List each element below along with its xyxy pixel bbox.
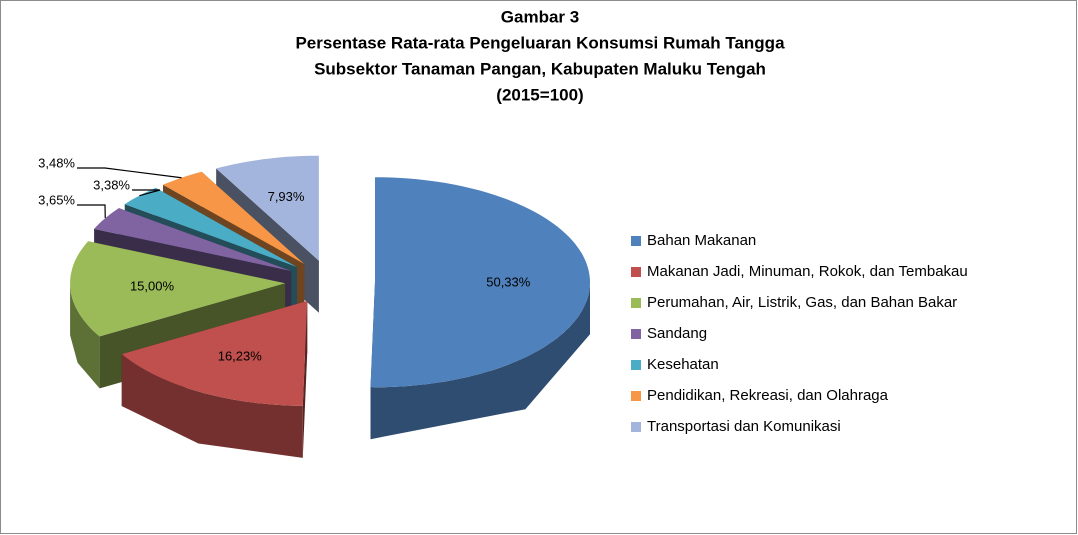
legend-swatch (631, 267, 641, 277)
legend-swatch (631, 422, 641, 432)
slice (124, 187, 298, 268)
data-label: 3,38% (93, 177, 130, 192)
slice-rim (121, 354, 303, 458)
slice (163, 171, 305, 264)
data-label: 50,33% (486, 274, 531, 289)
legend-label: Kesehatan (647, 356, 719, 373)
leader-line (132, 189, 161, 197)
legend-label: Perumahan, Air, Listrik, Gas, dan Bahan … (647, 294, 957, 311)
legend-swatch (631, 391, 641, 401)
chart-title: Persentase Rata-rata Pengeluaran Konsums… (295, 33, 785, 52)
legend-swatch (631, 298, 641, 308)
data-label: 3,65% (38, 192, 75, 207)
slice (121, 300, 308, 406)
slice (216, 155, 319, 261)
slice-rim (70, 283, 100, 389)
leader-line (77, 167, 182, 179)
legend-label: Transportasi dan Komunikasi (647, 418, 841, 435)
legend-swatch (631, 329, 641, 339)
legend-label: Makanan Jadi, Minuman, Rokok, dan Tembak… (647, 263, 968, 280)
slice (70, 241, 286, 337)
data-label: 16,23% (218, 349, 263, 364)
slice (370, 177, 590, 388)
leader-line (77, 204, 106, 219)
legend-label: Sandang (647, 325, 707, 342)
slice-rim (370, 282, 590, 440)
legend-label: Pendidikan, Rekreasi, dan Olahraga (647, 387, 889, 404)
legend-swatch (631, 236, 641, 246)
slice (94, 208, 292, 271)
data-label: 15,00% (130, 279, 175, 294)
legend-label: Bahan Makanan (647, 232, 756, 249)
data-label: 3,48% (38, 155, 75, 170)
chart-title: Gambar 3 (501, 7, 579, 26)
chart-title: (2015=100) (496, 85, 583, 104)
data-label: 7,93% (268, 189, 305, 204)
chart-title: Subsektor Tanaman Pangan, Kabupaten Malu… (314, 59, 766, 78)
legend-swatch (631, 360, 641, 370)
